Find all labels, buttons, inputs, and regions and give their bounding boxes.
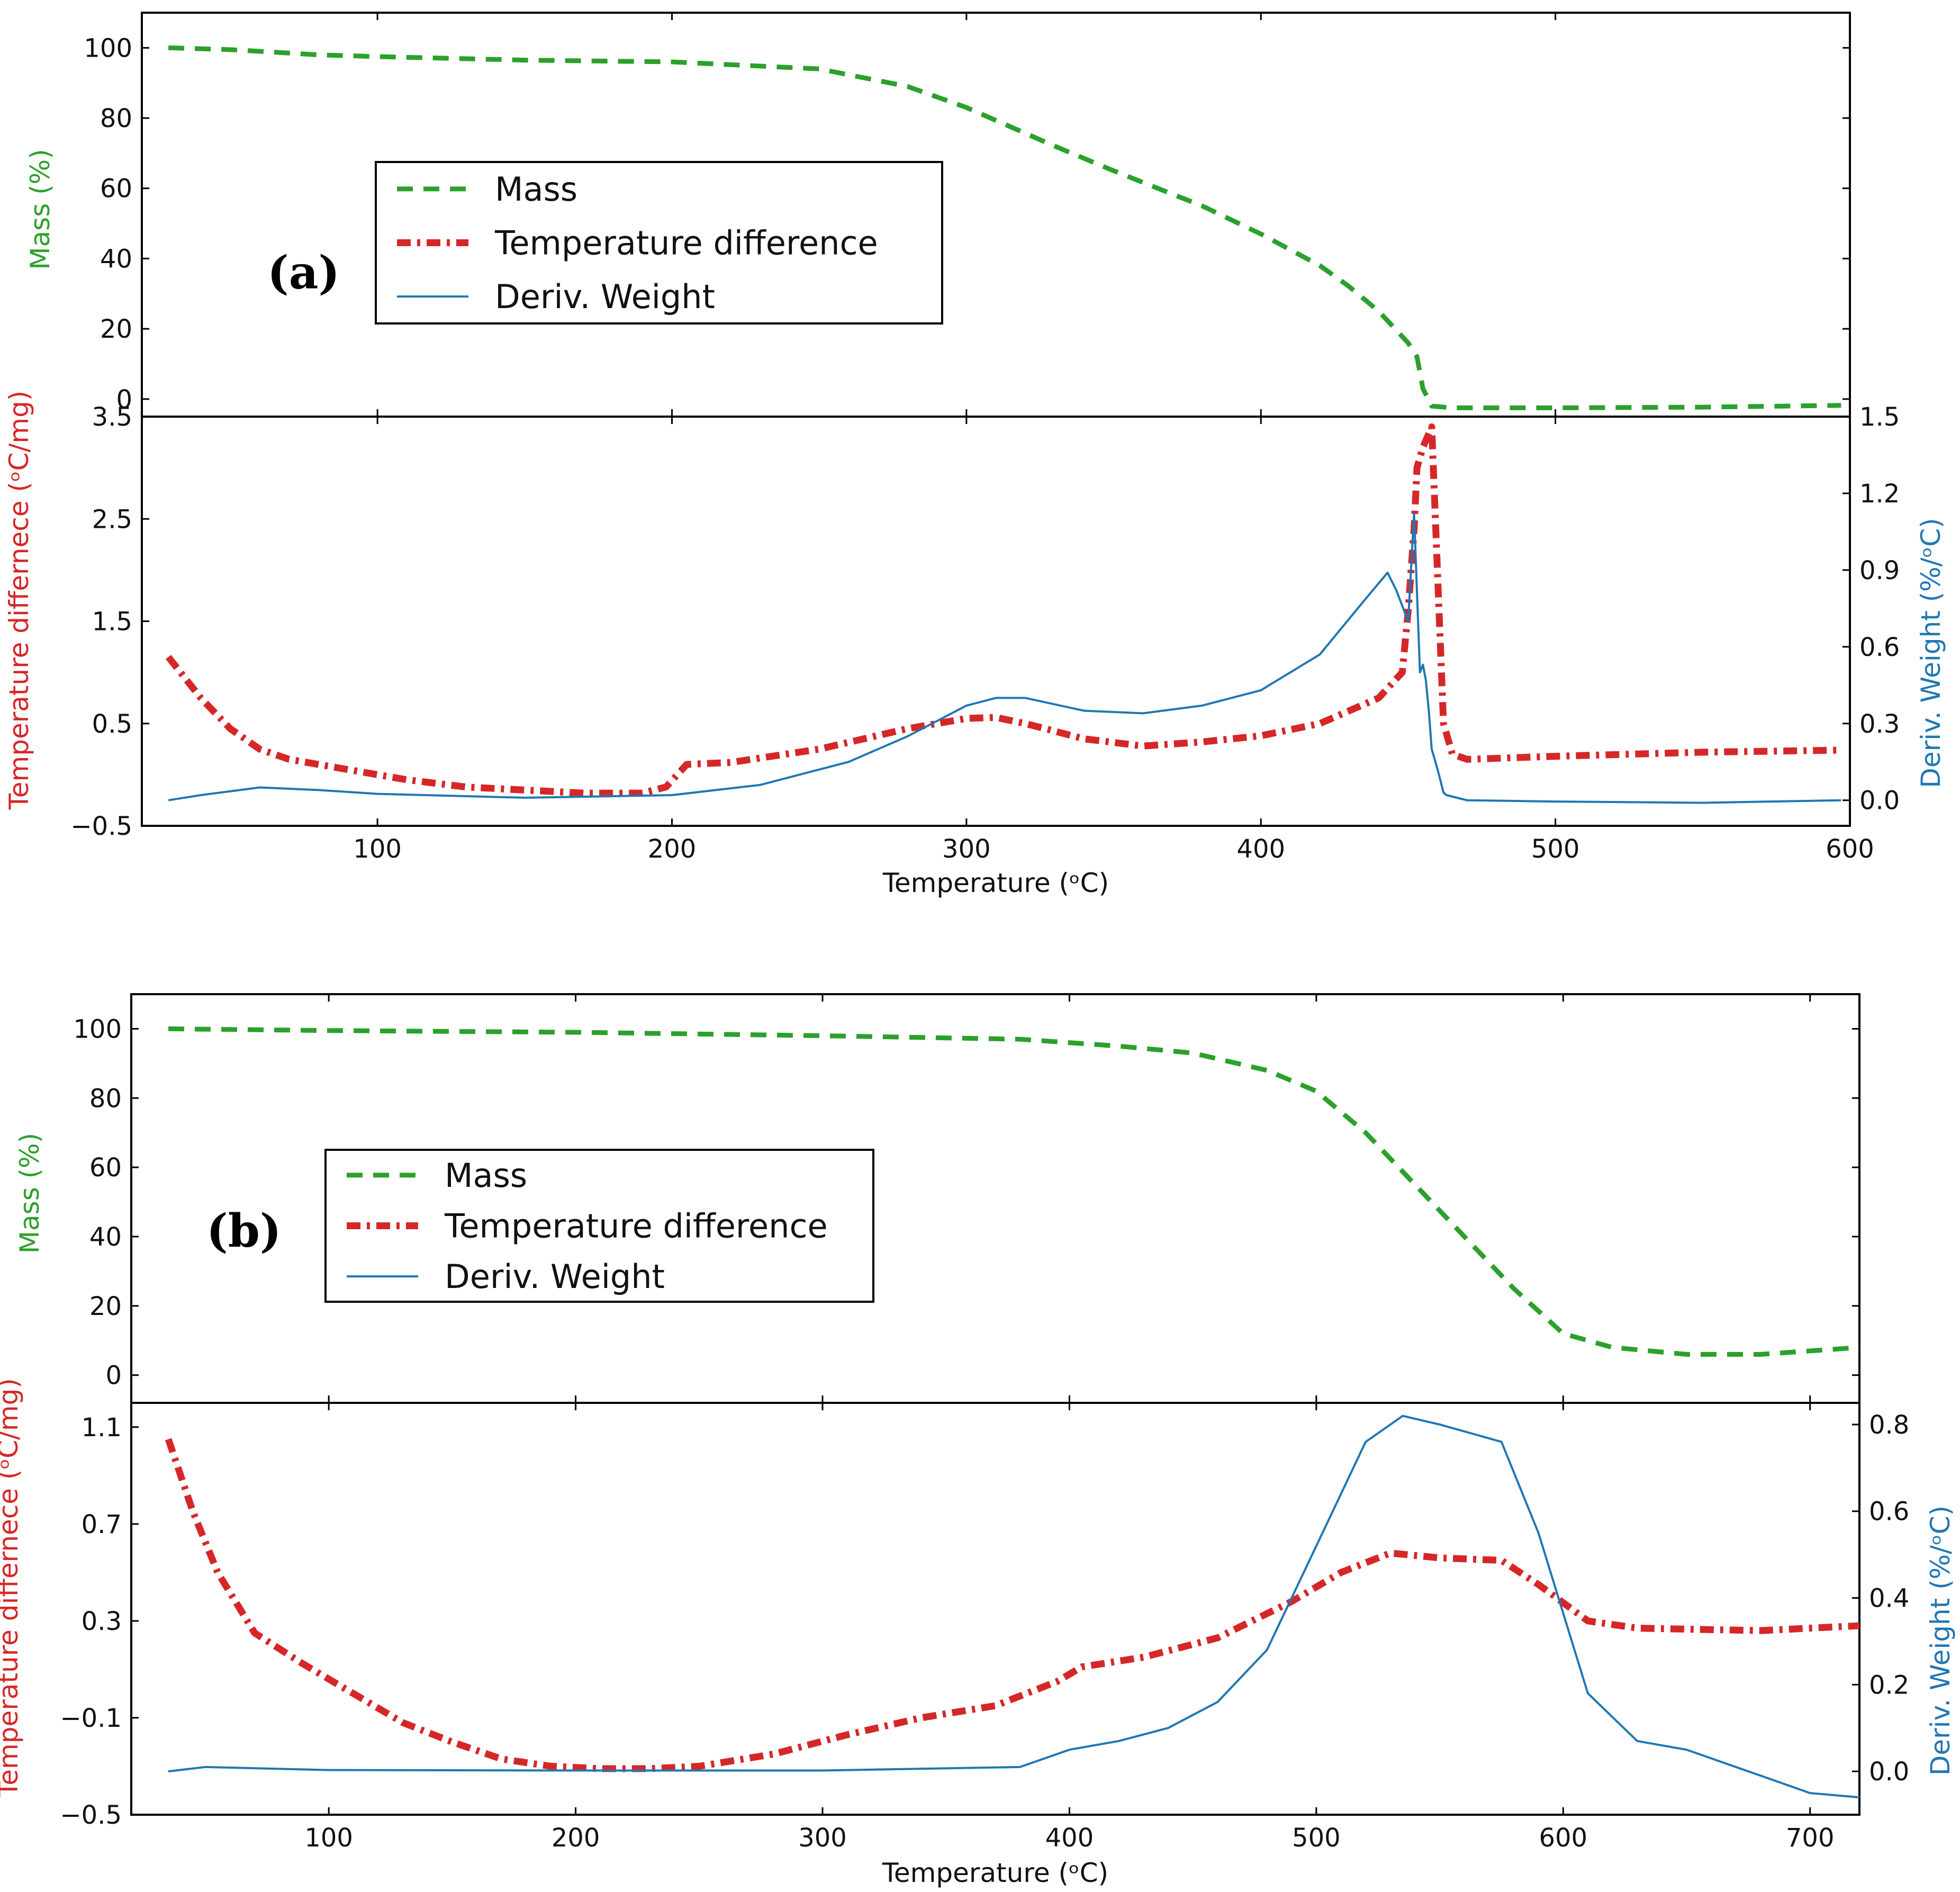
- legend: Mass Temperature difference Deriv. Weight: [375, 161, 943, 325]
- xtick-label: 700: [1786, 1823, 1835, 1853]
- deriv-ytick-label: 0.6: [1859, 633, 1900, 662]
- bottom-axes-frame: [130, 1402, 1860, 1816]
- deriv-ytick-label: 0.3: [1859, 709, 1900, 739]
- legend-label-temperature_difference: Temperature difference: [444, 1207, 828, 1246]
- mass-axis-label: Mass (%): [14, 1133, 45, 1254]
- legend-box: [375, 161, 943, 325]
- xtick-label: 200: [552, 1823, 600, 1853]
- tempdiff-ytick-label: −0.1: [60, 1704, 122, 1733]
- mass-ytick-label: 0: [105, 1361, 122, 1391]
- mass-ytick-label: 40: [89, 1222, 122, 1252]
- mass-ytick-label: 20: [100, 314, 132, 344]
- mass-ytick-label: 80: [89, 1084, 122, 1113]
- mass-ytick-label: 60: [89, 1153, 122, 1183]
- bottom-axes-frame: [141, 416, 1851, 827]
- xtick-label: 600: [1826, 834, 1874, 864]
- deriv-ytick-label: 0.2: [1869, 1670, 1909, 1700]
- xtick-label: 300: [942, 834, 991, 864]
- xtick-label: 400: [1045, 1823, 1094, 1853]
- deriv-ytick-label: 0.8: [1869, 1410, 1909, 1440]
- tempdiff-axis-label: Temperature differnece (ᵒC/mg): [0, 1378, 24, 1798]
- chart-a: 0 20 40 60 80 100 Mass (%) −0.5 0.5 1.5 2.5 3.5 0.0 0…: [4, 12, 1946, 898]
- series-line-mass: [168, 45, 1841, 410]
- bottom-plot-area: [166, 423, 1841, 804]
- xtick-label: 600: [1539, 1823, 1587, 1853]
- tempdiff-ytick-label: 3.5: [92, 402, 132, 432]
- series-line-mass: [168, 1026, 1860, 1357]
- series-line-temperature_difference: [165, 1438, 1859, 1772]
- xtick-label: 100: [353, 834, 402, 864]
- deriv-axis-label: Deriv. Weight (%/ᵒC): [1916, 518, 1946, 788]
- mass-ytick-label: 60: [100, 174, 132, 204]
- mass-ytick-label: 40: [100, 244, 132, 274]
- bottom-plot-area: [165, 1415, 1859, 1799]
- x-axis-label: Temperature (ᵒC): [882, 1858, 1108, 1888]
- tempdiff-ytick-label: 0.5: [92, 709, 132, 739]
- x-axis-label: Temperature (ᵒC): [882, 868, 1109, 898]
- deriv-ytick-label: 1.2: [1859, 479, 1900, 509]
- xtick-label: 300: [798, 1823, 847, 1853]
- chart-b: 0 20 40 60 80 100 Mass (%) −0.5 −0.1 0.3 0.7 1.1 0.0…: [0, 993, 1956, 1888]
- tempdiff-ytick-label: 0.3: [82, 1607, 122, 1636]
- series-line-temperature_difference: [166, 423, 1841, 797]
- deriv-ytick-label: 0.0: [1869, 1757, 1909, 1787]
- tempdiff-ytick-label: 1.5: [92, 607, 132, 637]
- tempdiff-axis-label: Temperature differnece (ᵒC/mg): [4, 391, 34, 810]
- series-line-deriv_weight: [168, 1415, 1859, 1799]
- xtick-label: 500: [1531, 834, 1580, 864]
- deriv-axis-label: Deriv. Weight (%/ᵒC): [1925, 1506, 1956, 1776]
- legend-label-mass: Mass: [495, 170, 577, 209]
- xtick-label: 100: [304, 1823, 353, 1853]
- tempdiff-ytick-label: 0.7: [82, 1510, 122, 1539]
- xtick-label: 400: [1236, 834, 1285, 864]
- deriv-ytick-label: 0.6: [1869, 1497, 1909, 1527]
- series-line-deriv_weight: [168, 512, 1841, 804]
- mass-ytick-label: 0: [116, 385, 132, 415]
- deriv-ytick-label: 0.0: [1859, 786, 1900, 816]
- tempdiff-ytick-label: −0.5: [60, 1800, 122, 1830]
- legend: Mass Temperature difference Deriv. Weight: [324, 1149, 874, 1303]
- xtick-label: 200: [648, 834, 697, 864]
- deriv-ytick-label: 1.5: [1859, 402, 1900, 432]
- legend-label-deriv_weight: Deriv. Weight: [445, 1257, 665, 1296]
- legend-label-temperature_difference: Temperature difference: [494, 224, 878, 263]
- panel-label: (a): [267, 246, 340, 300]
- xtick-label: 500: [1292, 1823, 1341, 1853]
- mass-ytick-label: 100: [73, 1014, 122, 1044]
- deriv-ytick-label: 0.9: [1859, 556, 1900, 585]
- mass-axis-label: Mass (%): [25, 149, 56, 269]
- mass-ytick-label: 100: [84, 33, 132, 63]
- deriv-ytick-label: 0.4: [1869, 1584, 1909, 1614]
- tempdiff-ytick-label: 1.1: [82, 1413, 122, 1443]
- panel-label: (b): [206, 1204, 282, 1258]
- tempdiff-ytick-label: 2.5: [92, 504, 132, 534]
- legend-label-deriv_weight: Deriv. Weight: [495, 277, 715, 316]
- mass-ytick-label: 80: [100, 104, 132, 133]
- legend-label-mass: Mass: [445, 1156, 527, 1195]
- mass-ytick-label: 20: [89, 1292, 122, 1321]
- tempdiff-ytick-label: −0.5: [70, 812, 132, 841]
